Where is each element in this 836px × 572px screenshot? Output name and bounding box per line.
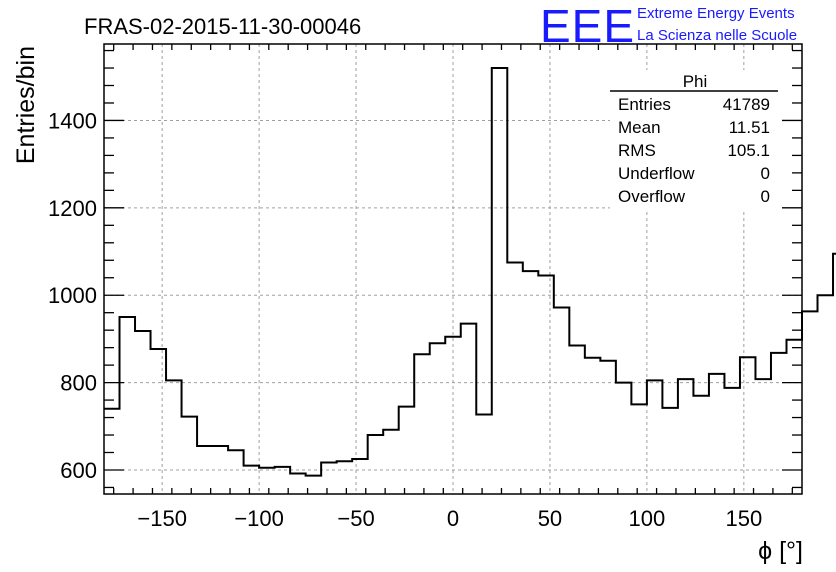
stats-value: 11.51 — [729, 118, 770, 137]
histogram-bin — [631, 404, 647, 494]
axis-ticks — [104, 44, 802, 494]
stats-value: 105.1 — [727, 141, 770, 160]
histogram-bin — [228, 450, 244, 494]
histogram-bin — [368, 435, 384, 494]
histogram-bin — [507, 262, 523, 494]
stats-label: Overflow — [618, 187, 686, 206]
x-tick-label: 150 — [725, 506, 762, 531]
histogram-bin — [616, 383, 632, 494]
histogram-bin — [104, 409, 120, 494]
histogram-bin — [492, 68, 508, 494]
histogram-bin — [818, 295, 834, 494]
histogram-bin — [724, 388, 740, 494]
histogram-bin — [182, 417, 198, 494]
x-tick-label: −100 — [234, 506, 284, 531]
stats-value: 41789 — [723, 95, 770, 114]
y-tick-label: 800 — [60, 371, 97, 396]
histogram-bin — [678, 379, 694, 494]
logo-line-2: La Scienza nelle Scuole — [637, 27, 797, 44]
x-tick-label: 0 — [447, 506, 459, 531]
histogram-bin — [461, 324, 477, 494]
histogram-bin — [786, 340, 802, 494]
stats-rows: Entries 41789 Mean 11.51 RMS 105.1 Underflow 0 O… — [618, 95, 770, 206]
histogram-bin — [569, 345, 585, 494]
y-tick-labels: 600 800 1000 1200 1400 — [48, 108, 97, 483]
plot-frame — [103, 43, 803, 495]
histogram-bin — [383, 430, 399, 494]
x-tick-label: 50 — [538, 506, 562, 531]
histogram-bin — [399, 407, 415, 494]
histogram-bin — [120, 317, 136, 494]
chart-title: FRAS-02-2015-11-30-00046 — [84, 14, 361, 39]
x-tick-label: 100 — [629, 506, 666, 531]
logo: EEE Extreme Energy Events La Scienza nel… — [540, 0, 797, 52]
histogram-bin — [600, 361, 616, 494]
x-tick-labels: −150 −100 −50 0 50 100 150 — [137, 506, 762, 531]
histogram-bin — [771, 353, 787, 494]
histogram-bin — [538, 276, 554, 494]
histogram-bars — [104, 67, 836, 494]
stats-label: Mean — [618, 118, 661, 137]
x-tick-label: −50 — [337, 506, 374, 531]
histogram-bin — [135, 331, 151, 494]
histogram-bin — [430, 343, 446, 494]
logo-line-1: Extreme Energy Events — [637, 5, 795, 22]
histogram-bin — [709, 374, 725, 494]
histogram-bin — [585, 358, 601, 494]
stats-label: RMS — [618, 141, 656, 160]
histogram-bin — [151, 349, 167, 494]
y-tick-label: 1000 — [48, 283, 97, 308]
histogram-bin — [755, 379, 771, 494]
histogram-bin — [554, 307, 570, 494]
histogram-bin — [662, 408, 678, 494]
stats-box: Phi Entries 41789 Mean 11.51 RMS 105.1 Underfl… — [610, 70, 780, 210]
histogram-bin — [321, 463, 337, 494]
y-axis-label: Entries/bin — [12, 46, 40, 164]
histogram-outline — [104, 67, 836, 477]
histogram-bin — [166, 380, 182, 494]
histogram-bin — [213, 446, 229, 494]
stats-title: Phi — [683, 72, 708, 91]
histogram-bin — [244, 466, 260, 494]
x-axis-label: ϕ [°] — [758, 537, 803, 565]
histogram-bin — [476, 414, 492, 494]
y-tick-label: 1200 — [48, 196, 97, 221]
histogram-bin — [414, 354, 430, 494]
stats-label: Entries — [618, 95, 671, 114]
x-tick-label: −150 — [137, 506, 187, 531]
histogram-bin — [802, 311, 818, 494]
histogram-bin — [693, 396, 709, 494]
y-tick-label: 600 — [60, 458, 97, 483]
stats-label: Underflow — [618, 164, 695, 183]
histogram-bin — [647, 380, 663, 494]
histogram-bin — [337, 461, 353, 494]
stats-value: 0 — [761, 164, 770, 183]
histogram-bin — [259, 468, 275, 494]
histogram-bin — [445, 337, 461, 494]
histogram-bin — [740, 357, 756, 494]
y-tick-label: 1400 — [48, 108, 97, 133]
stats-box-background — [610, 70, 780, 210]
histogram-bin — [290, 473, 306, 494]
stats-value: 0 — [761, 187, 770, 206]
histogram-bin — [197, 446, 213, 494]
histogram-bin — [523, 271, 539, 494]
